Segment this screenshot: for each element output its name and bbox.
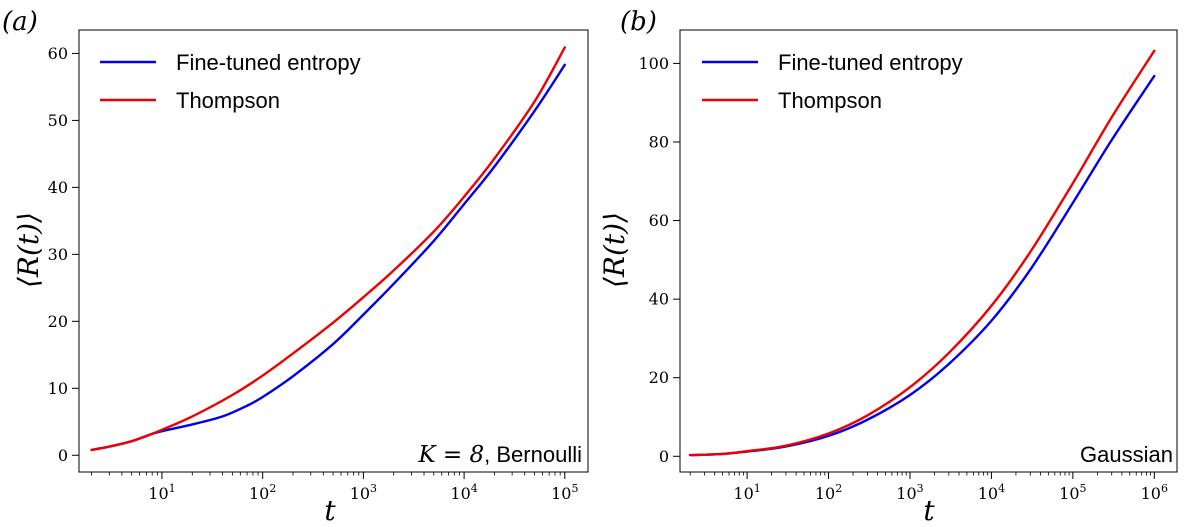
- panel-a-x-tick-label: 105: [551, 482, 578, 503]
- panel-a-y-tick-label: 10: [48, 379, 68, 398]
- panel-b-thompson-line: [688, 49, 1156, 457]
- panel-b-x-tick-label: 103: [896, 482, 923, 503]
- panel-b-y-tick-label: 20: [649, 368, 669, 387]
- panel-a-annotation-text: , Bernoulli: [484, 442, 582, 467]
- panel-b-y-tick-label: 60: [649, 211, 669, 230]
- panel-a-fine-tuned-entropy-line: [90, 63, 566, 452]
- panel-a-annotation: K = 8, Bernoulli: [417, 442, 582, 468]
- panel-a-annotation-math: K = 8: [417, 442, 484, 468]
- panel-a-y-tick-label: 40: [48, 178, 68, 197]
- panel-b-legend-label-fine-tuned: Fine-tuned entropy: [778, 50, 963, 75]
- panel-b-y-tick-label: 0: [659, 447, 669, 466]
- panel-a-y-tick-label: 50: [48, 111, 68, 130]
- panel-a-y-axis-label: ⟨R(t)⟩: [12, 212, 45, 288]
- panel-b-y-axis-label: ⟨R(t)⟩: [598, 212, 631, 288]
- panel-a-x-tick-label: 102: [249, 482, 276, 503]
- panel-a: (a) 101 102 103 104 105 0 10 20 30 40 50 60 t ⟨R(t)…: [2, 7, 589, 527]
- panel-b-y-tick-label: 100: [638, 54, 669, 73]
- panel-b-plot-frame: [679, 29, 1178, 473]
- panel-a-series-lines: [90, 46, 566, 452]
- panel-a-x-axis-label: t: [324, 494, 336, 527]
- panel-a-x-tick-label: 104: [450, 482, 477, 503]
- panel-b-legend: Fine-tuned entropy Thompson: [702, 50, 963, 113]
- panel-b-x-tick-label: 106: [1141, 482, 1168, 503]
- panel-b-annotation: Gaussian: [1080, 442, 1173, 467]
- panel-a-plot-frame: [78, 29, 589, 473]
- panel-a-y-tick-label: 30: [48, 245, 68, 264]
- panel-b-y-tick-label: 80: [649, 132, 669, 151]
- panel-b-x-tick-label: 101: [733, 482, 760, 503]
- panel-a-ticks: 101 102 103 104 105 0 10 20 30 40 50 60: [48, 44, 579, 503]
- panel-b-x-tick-label: 104: [978, 482, 1005, 503]
- panel-a-y-tick-label: 20: [48, 312, 68, 331]
- panel-b-legend-label-thompson: Thompson: [778, 88, 882, 113]
- panel-a-x-tick-label: 101: [148, 482, 175, 503]
- panel-b-tag: (b): [620, 7, 657, 37]
- panel-a-tag: (a): [2, 7, 38, 37]
- panel-b-fine-tuned-entropy-line: [688, 74, 1156, 457]
- panel-b-y-tick-label: 40: [649, 290, 669, 309]
- panel-b-x-tick-label: 102: [815, 482, 842, 503]
- panel-a-legend-label-fine-tuned: Fine-tuned entropy: [176, 50, 361, 75]
- panel-a-y-tick-label: 0: [58, 446, 68, 465]
- panel-a-y-tick-label: 60: [48, 44, 68, 63]
- panel-a-x-tick-label: 103: [350, 482, 377, 503]
- panel-b: (b) 101 102 103 104 105 106 0 20 40 60 80 100 t ⟨R(…: [598, 7, 1178, 527]
- panel-b-x-axis-label: t: [923, 494, 935, 527]
- panel-a-legend: Fine-tuned entropy Thompson: [100, 50, 361, 113]
- panel-b-ticks: 101 102 103 104 105 106 0 20 40 60 80 100: [638, 54, 1168, 503]
- panel-b-series-lines: [688, 49, 1156, 457]
- panel-a-thompson-line: [90, 46, 566, 452]
- panel-a-legend-label-thompson: Thompson: [176, 88, 280, 113]
- panel-b-x-tick-label: 105: [1059, 482, 1086, 503]
